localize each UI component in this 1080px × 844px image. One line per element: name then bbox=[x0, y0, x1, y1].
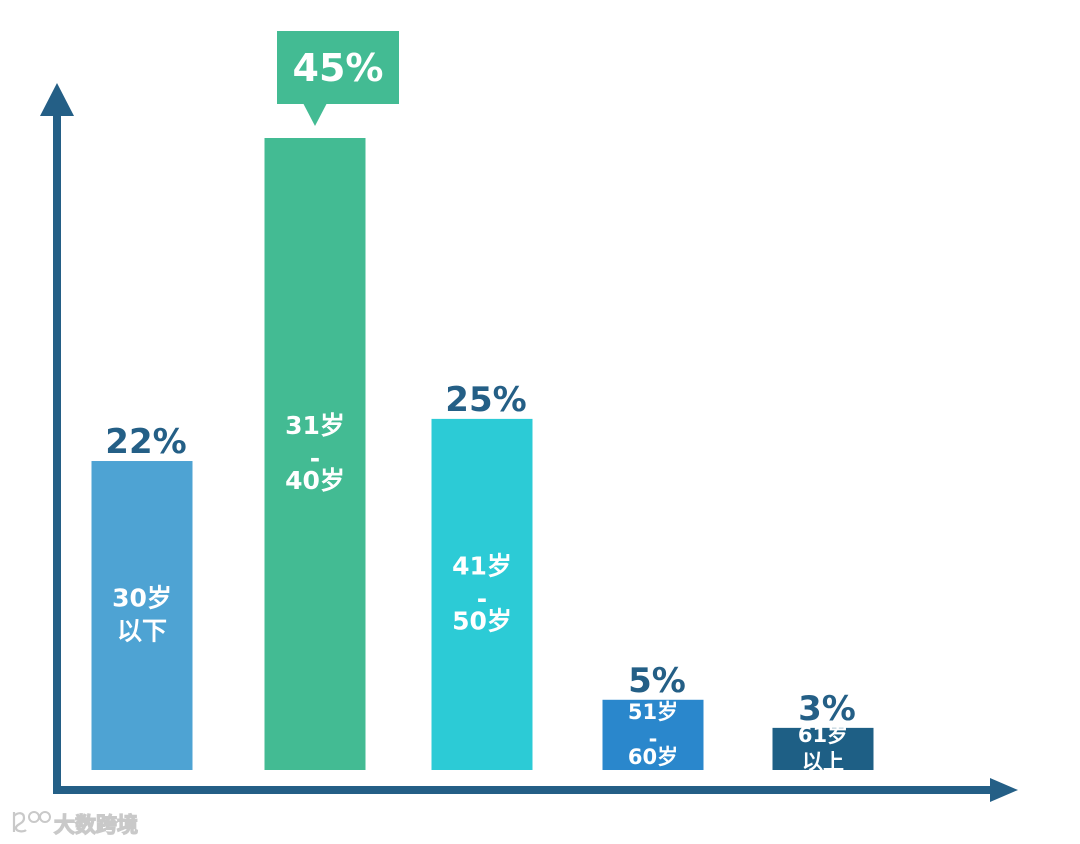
category-label-line: - bbox=[649, 727, 658, 751]
value-callout-pointer bbox=[303, 103, 327, 126]
category-label-line: 50岁 bbox=[452, 606, 512, 635]
category-label-line: - bbox=[477, 584, 487, 613]
value-label-2: 45% bbox=[293, 46, 384, 90]
category-label-line: 31岁 bbox=[285, 411, 345, 440]
value-label-4: 5% bbox=[628, 661, 686, 701]
bar-3 bbox=[431, 418, 533, 770]
value-callout-box bbox=[277, 31, 399, 104]
category-label-line: 60岁 bbox=[628, 745, 678, 769]
bar-5 bbox=[772, 727, 874, 770]
category-label-3: 41岁 -50岁 bbox=[452, 551, 512, 635]
bar-4 bbox=[602, 699, 704, 770]
watermark: 大数跨境 bbox=[12, 811, 139, 838]
category-label-line: 以下 bbox=[117, 617, 167, 646]
category-label-line: - bbox=[310, 444, 320, 473]
category-label-line: 61岁 bbox=[798, 723, 848, 747]
logo-icon bbox=[12, 811, 51, 833]
chart-axes bbox=[40, 83, 1018, 802]
value-callout: 45% bbox=[277, 31, 399, 126]
category-label-line: 以上 bbox=[802, 750, 844, 774]
bar-1 bbox=[91, 461, 193, 770]
category-label-line: 51岁 bbox=[628, 700, 678, 724]
category-label-4: 51岁 -60岁 bbox=[628, 700, 678, 769]
category-label-line: 30岁 bbox=[112, 584, 172, 613]
category-label-line: 41岁 bbox=[452, 551, 512, 580]
bar-2 bbox=[264, 138, 366, 770]
value-label-1: 22% bbox=[105, 422, 186, 462]
value-label-5: 3% bbox=[798, 689, 856, 729]
category-label-2: 31岁 -40岁 bbox=[285, 411, 345, 495]
category-label-line: 40岁 bbox=[285, 466, 345, 495]
y-axis-arrow bbox=[40, 83, 74, 116]
x-axis-arrow bbox=[990, 778, 1018, 802]
watermark-text: 大数跨境 bbox=[54, 813, 138, 837]
value-label-3: 25% bbox=[445, 380, 526, 420]
